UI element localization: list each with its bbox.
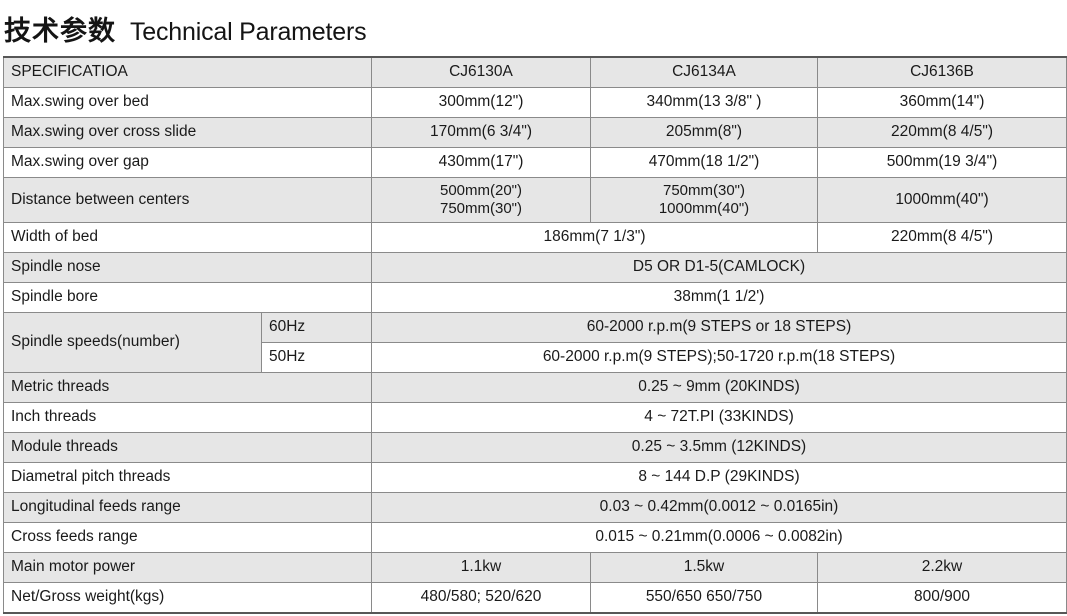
- row-label: Module threads: [3, 432, 372, 463]
- specifications-table: SPECIFICATIOA CJ6130A CJ6134A CJ6136B Ma…: [3, 56, 1067, 614]
- table-row: 50Hz 60-2000 r.p.m(9 STEPS);50-1720 r.p.…: [4, 342, 1067, 373]
- page-title-chinese: 技术参数: [4, 16, 116, 46]
- row-value-line1: 750mm(30"): [662, 182, 746, 200]
- row-value-merged: 0.03 ~ 0.42mm(0.0012 ~ 0.0165in): [371, 492, 1067, 523]
- row-label: Inch threads: [3, 402, 372, 433]
- row-label: Spindle nose: [3, 252, 372, 283]
- row-value-merged: 38mm(1 1/2'): [371, 282, 1067, 313]
- row-value-line2: 750mm(30"): [439, 200, 523, 217]
- table-row: Spindle bore 38mm(1 1/2'): [3, 282, 1067, 313]
- table-row: Max.swing over bed 300mm(12") 340mm(13 3…: [3, 87, 1067, 118]
- row-value: 170mm(6 3/4"): [371, 117, 591, 148]
- row-value-merged: D5 OR D1-5(CAMLOCK): [371, 252, 1067, 283]
- row-value: 1000mm(40"): [817, 177, 1067, 223]
- table-row: Main motor power 1.1kw 1.5kw 2.2kw: [3, 552, 1067, 583]
- table-row: Width of bed 186mm(7 1/3") 220mm(8 4/5"): [3, 222, 1067, 253]
- row-label: Diametral pitch threads: [3, 462, 372, 493]
- table-row: Distance between centers 500mm(20") 750m…: [3, 177, 1067, 223]
- row-label: Cross feeds range: [3, 522, 372, 553]
- row-label: Max.swing over bed: [3, 87, 372, 118]
- table-row: Cross feeds range 0.015 ~ 0.21mm(0.0006 …: [3, 522, 1067, 553]
- row-value: 300mm(12"): [371, 87, 591, 118]
- table-row: Spindle speeds(number) 60Hz 60-2000 r.p.…: [3, 312, 1067, 373]
- row-label: Width of bed: [3, 222, 372, 253]
- row-label: Distance between centers: [3, 177, 372, 223]
- table-row: Inch threads 4 ~ 72T.PI (33KINDS): [3, 402, 1067, 433]
- row-value: 750mm(30") 1000mm(40"): [590, 177, 818, 223]
- row-value: 480/580; 520/620: [371, 582, 591, 614]
- row-value: 500mm(19 3/4"): [817, 147, 1067, 178]
- row-value: 550/650 650/750: [590, 582, 818, 614]
- row-value: 220mm(8 4/5"): [817, 222, 1067, 253]
- row-label: Max.swing over cross slide: [3, 117, 372, 148]
- row-value: 500mm(20") 750mm(30"): [371, 177, 591, 223]
- row-value-line2: 1000mm(40"): [658, 200, 750, 217]
- row-value-merged: 186mm(7 1/3"): [371, 222, 818, 253]
- row-value-merged: 60-2000 r.p.m(9 STEPS);50-1720 r.p.m(18 …: [371, 342, 1067, 373]
- row-value: 800/900: [817, 582, 1067, 614]
- row-sublabel-50hz: 50Hz: [261, 342, 372, 373]
- table-row: Spindle nose D5 OR D1-5(CAMLOCK): [3, 252, 1067, 283]
- row-label: Net/Gross weight(kgs): [3, 582, 372, 614]
- header-spec-label: SPECIFICATIOA: [3, 56, 372, 88]
- row-label: Main motor power: [3, 552, 372, 583]
- row-value-line1: 500mm(20"): [439, 182, 523, 200]
- row-value-merged: 8 ~ 144 D.P (29KINDS): [371, 462, 1067, 493]
- table-row: Metric threads 0.25 ~ 9mm (20KINDS): [3, 372, 1067, 403]
- row-value: 340mm(13 3/8" ): [590, 87, 818, 118]
- row-value-merged: 0.25 ~ 3.5mm (12KINDS): [371, 432, 1067, 463]
- table-row: Longitudinal feeds range 0.03 ~ 0.42mm(0…: [3, 492, 1067, 523]
- row-value: 470mm(18 1/2"): [590, 147, 818, 178]
- row-value: 1.1kw: [371, 552, 591, 583]
- header-model-2: CJ6134A: [590, 56, 818, 88]
- row-label: Spindle speeds(number): [3, 312, 262, 373]
- row-sublabel-60hz: 60Hz: [261, 312, 372, 343]
- row-value: 2.2kw: [817, 552, 1067, 583]
- page-title: 技术参数 Technical Parameters: [0, 0, 1067, 56]
- row-label: Spindle bore: [3, 282, 372, 313]
- row-value: 360mm(14"): [817, 87, 1067, 118]
- header-model-1: CJ6130A: [371, 56, 591, 88]
- table-row: Net/Gross weight(kgs) 480/580; 520/620 5…: [3, 582, 1067, 614]
- row-label: Longitudinal feeds range: [3, 492, 372, 523]
- row-label: Metric threads: [3, 372, 372, 403]
- row-value: 220mm(8 4/5"): [817, 117, 1067, 148]
- row-value: 205mm(8"): [590, 117, 818, 148]
- table-row: Module threads 0.25 ~ 3.5mm (12KINDS): [3, 432, 1067, 463]
- row-value-merged: 0.015 ~ 0.21mm(0.0006 ~ 0.0082in): [371, 522, 1067, 553]
- page-title-english: Technical Parameters: [130, 18, 367, 46]
- table-header-row: SPECIFICATIOA CJ6130A CJ6134A CJ6136B: [3, 56, 1067, 88]
- row-value: 430mm(17"): [371, 147, 591, 178]
- row-value-merged: 0.25 ~ 9mm (20KINDS): [371, 372, 1067, 403]
- header-model-3: CJ6136B: [817, 56, 1067, 88]
- row-value: 1.5kw: [590, 552, 818, 583]
- row-label: Max.swing over gap: [3, 147, 372, 178]
- table-row: Max.swing over cross slide 170mm(6 3/4")…: [3, 117, 1067, 148]
- table-row: Max.swing over gap 430mm(17") 470mm(18 1…: [3, 147, 1067, 178]
- row-value-merged: 4 ~ 72T.PI (33KINDS): [371, 402, 1067, 433]
- table-row: Diametral pitch threads 8 ~ 144 D.P (29K…: [3, 462, 1067, 493]
- row-value-merged: 60-2000 r.p.m(9 STEPS or 18 STEPS): [371, 312, 1067, 343]
